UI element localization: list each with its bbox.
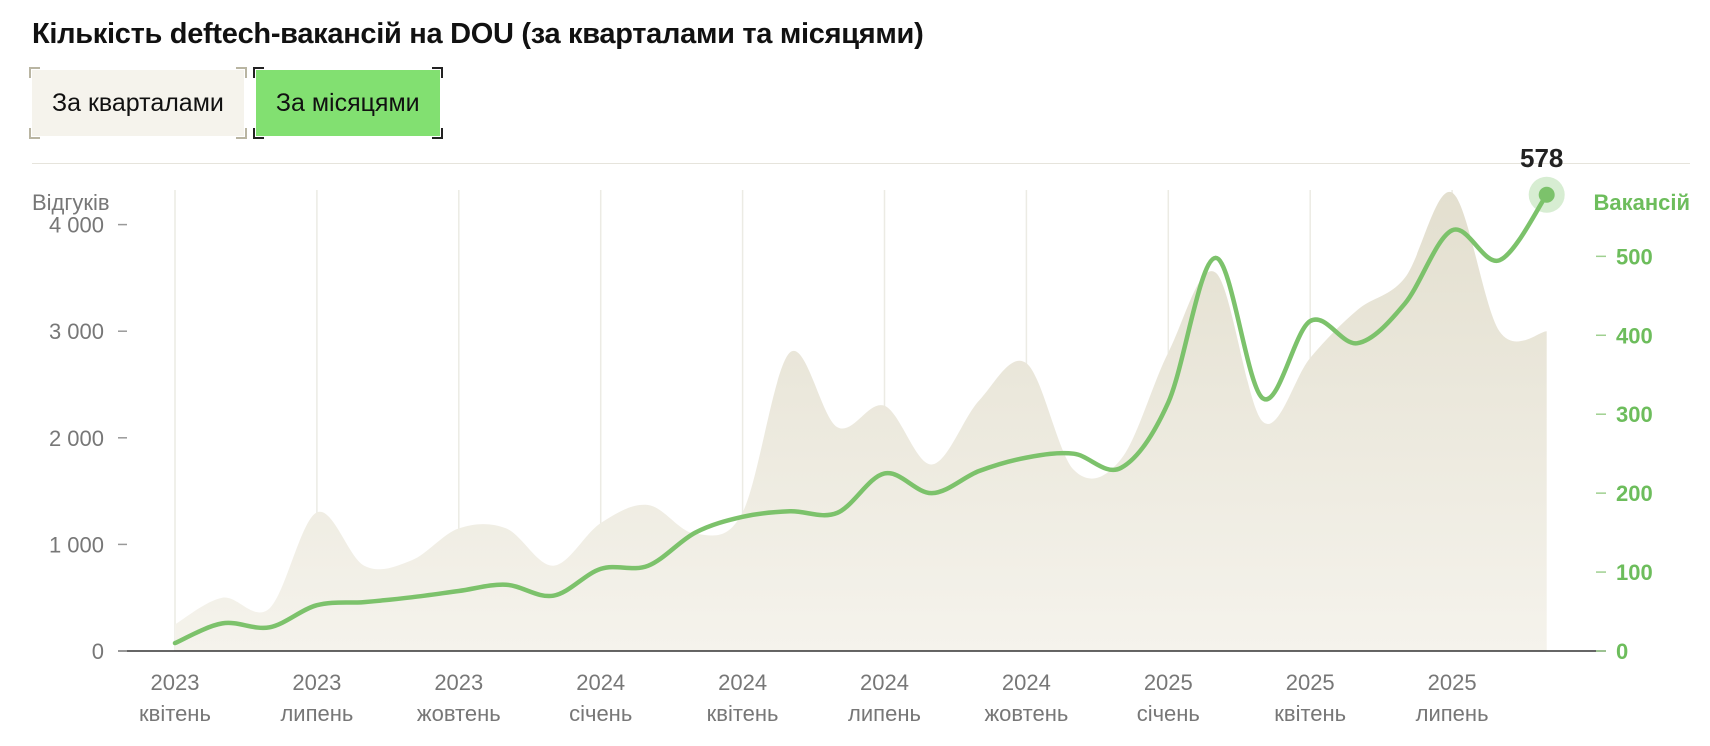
left-axis-title: Відгуків (32, 190, 110, 215)
tab-months-label: За місяцями (275, 88, 420, 117)
tab-corner (431, 67, 443, 78)
x-tick-month: жовтень (417, 701, 501, 726)
x-tick-year: 2025 (1286, 670, 1335, 695)
x-tick-year: 2025 (1428, 670, 1477, 695)
right-tick-label: 300 (1616, 402, 1653, 427)
x-tick-year: 2024 (860, 670, 909, 695)
left-tick-label: 0 (92, 639, 104, 664)
x-tick-month: січень (1137, 701, 1200, 726)
x-tick-year: 2023 (434, 670, 483, 695)
tab-corner (431, 128, 443, 139)
x-tick-month: жовтень (984, 701, 1068, 726)
x-tick-year: 2023 (292, 670, 341, 695)
tab-corner (29, 128, 40, 139)
right-tick-label: 100 (1616, 560, 1653, 585)
last-value-label: 578 (1520, 143, 1563, 173)
tab-corner (252, 128, 264, 139)
x-tick-year: 2024 (718, 670, 767, 695)
x-tick-year: 2024 (1002, 670, 1051, 695)
left-tick-label: 4 000 (49, 213, 104, 238)
x-tick-year: 2024 (576, 670, 625, 695)
x-tick-month: квітень (1274, 701, 1346, 726)
left-tick-label: 1 000 (49, 532, 104, 557)
x-tick-month: квітень (139, 701, 211, 726)
chart-title: Кількість deftech-вакансій на DOU (за кв… (32, 18, 924, 50)
x-tick-month: липень (848, 701, 921, 726)
left-tick-label: 3 000 (49, 319, 104, 344)
x-tick-month: липень (1416, 701, 1489, 726)
right-tick-label: 200 (1616, 481, 1653, 506)
right-axis-title: Вакансій (1593, 190, 1690, 215)
x-tick-month: липень (280, 701, 353, 726)
x-tick-year: 2023 (151, 670, 200, 695)
tab-quarters[interactable]: За кварталами (29, 67, 247, 139)
right-tick-label: 400 (1616, 323, 1653, 348)
tab-corner (235, 128, 247, 139)
left-tick-label: 2 000 (49, 426, 104, 451)
x-tick-month: квітень (707, 701, 779, 726)
last-point-dot (1538, 186, 1555, 203)
x-tick-year: 2025 (1144, 670, 1193, 695)
tab-corner (29, 67, 40, 78)
right-tick-label: 0 (1616, 639, 1628, 664)
right-tick-label: 500 (1616, 244, 1653, 269)
area-series-reviews (175, 191, 1547, 651)
x-tick-month: січень (569, 701, 632, 726)
tab-corner (235, 67, 247, 78)
tab-quarters-label: За кварталами (52, 88, 224, 117)
view-tabs: За кварталами За місяцями (29, 67, 443, 139)
tab-corner (252, 67, 264, 78)
tab-months[interactable]: За місяцями (252, 67, 443, 139)
line-series-vacancies (172, 192, 1549, 646)
header-divider (32, 163, 1690, 164)
